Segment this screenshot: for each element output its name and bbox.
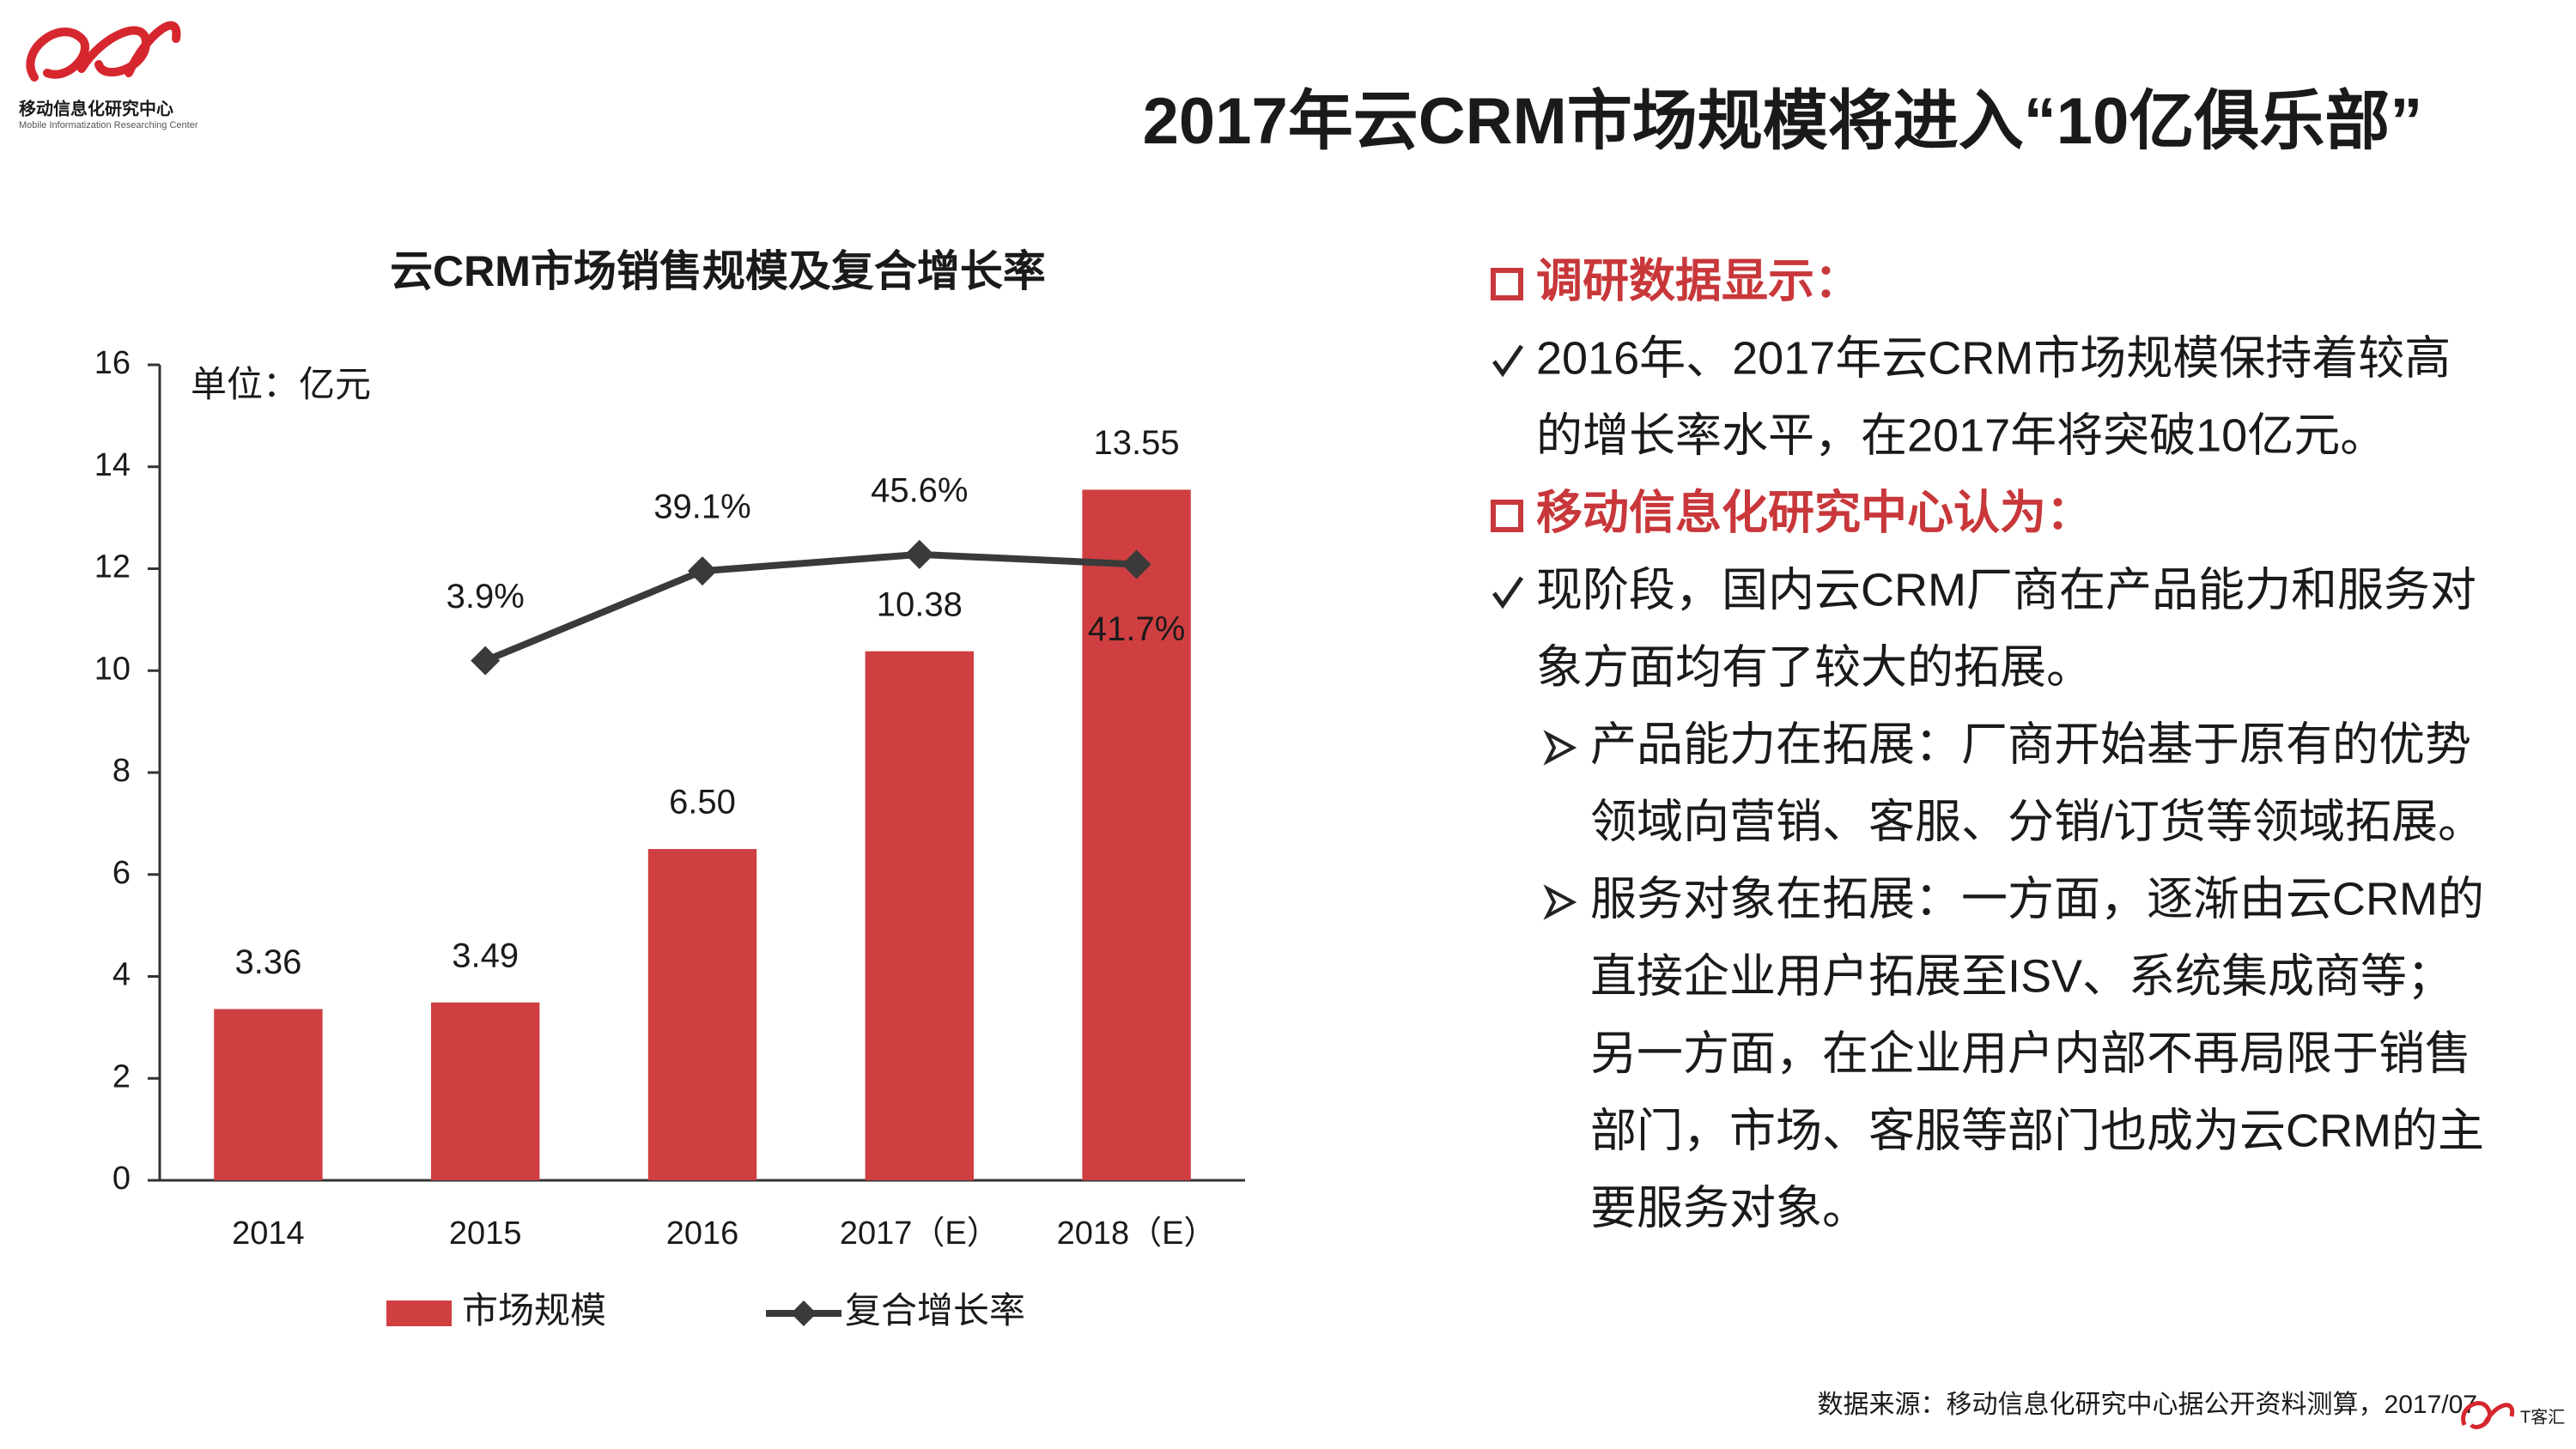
bullet-text: 2016年、2017年云CRM市场规模保持着较高 (1536, 332, 2451, 384)
y-tick-label: 8 (112, 753, 131, 789)
sub-bullet-text: 产品能力在拓展：厂商开始基于原有的优势 (1590, 718, 2471, 770)
line-marker (688, 556, 717, 586)
y-tick-label: 0 (112, 1161, 131, 1197)
brand-mark (2461, 1401, 2515, 1429)
y-tick-label: 4 (112, 957, 131, 993)
sub-bullet-text: 要服务对象。 (1590, 1182, 1868, 1234)
section-heading: 调研数据显示： (1536, 255, 1861, 306)
sub-bullet-text: 领域向营销、客服、分销/订货等领域拓展。 (1590, 796, 2484, 847)
legend-label: 市场规模 (462, 1290, 606, 1331)
line-value-label: 3.9% (447, 578, 525, 615)
legend-swatch (386, 1300, 452, 1326)
bar-value-label: 10.38 (877, 585, 963, 623)
bar (647, 849, 757, 1180)
legend-swatch (791, 1300, 817, 1326)
x-tick-label: 2018（E） (1057, 1216, 1217, 1252)
bar (214, 1009, 323, 1180)
x-tick-label: 2015 (449, 1216, 522, 1252)
bar (1082, 489, 1191, 1180)
unit-label: 单位：亿元 (191, 364, 371, 404)
y-tick-label: 12 (94, 549, 131, 585)
slide-title: 2017年云CRM市场规模将进入“10亿俱乐部” (1143, 85, 2423, 158)
x-tick-label: 2016 (666, 1216, 739, 1252)
brand-text: T客汇 (2520, 1407, 2565, 1427)
bullet-text: 的增长率水平，在2017年将突破10亿元。 (1536, 409, 2386, 461)
arrow-mark (1543, 730, 1577, 766)
logo: 移动信息化研究中心 Mobile Informatization Researc… (19, 21, 198, 130)
y-tick-label: 2 (112, 1058, 131, 1094)
y-tick-label: 10 (94, 651, 131, 687)
bar-value-label: 13.55 (1094, 424, 1180, 462)
check-mark (1492, 344, 1524, 378)
bar-value-label: 3.49 (452, 937, 519, 974)
line-marker (471, 646, 501, 676)
section-heading: 移动信息化研究中心认为： (1536, 487, 2093, 538)
bar (431, 1002, 540, 1180)
legend-label: 复合增长率 (845, 1290, 1025, 1331)
square-bullet (1491, 268, 1523, 300)
line-marker (1121, 549, 1151, 579)
bullet-text: 现阶段，国内云CRM厂商在产品能力和服务对 (1536, 564, 2476, 615)
source-note: 数据来源：移动信息化研究中心据公开资料测算，2017/07 (1818, 1391, 2477, 1419)
arrow-mark (1543, 884, 1577, 920)
sub-bullet-text: 服务对象在拓展：一方面，逐渐由云CRM的 (1590, 873, 2484, 925)
y-tick-label: 16 (94, 345, 131, 381)
y-tick-label: 14 (94, 447, 131, 483)
y-tick-label: 6 (112, 855, 131, 891)
check-mark (1492, 576, 1524, 609)
line-value-label: 41.7% (1088, 610, 1185, 648)
logo-text: 移动信息化研究中心 (19, 98, 173, 118)
sub-bullet-text: 直接企业用户拓展至ISV、系统集成商等； (1590, 950, 2453, 1002)
line-value-label: 39.1% (653, 488, 750, 526)
bar (865, 651, 974, 1180)
bar-value-label: 6.50 (669, 784, 736, 822)
sub-bullet-text: 另一方面，在企业用户内部不再局限于销售 (1590, 1028, 2471, 1079)
line-series (483, 550, 1137, 664)
x-tick-label: 2014 (232, 1216, 305, 1252)
bullet-text: 象方面均有了较大的拓展。 (1536, 641, 2093, 693)
logo-mark (26, 21, 181, 82)
square-bullet (1491, 500, 1523, 532)
line-value-label: 45.6% (871, 471, 968, 509)
chart-title: 云CRM市场销售规模及复合增长率 (390, 247, 1046, 295)
logo-subtext: Mobile Informatization Researching Cente… (19, 120, 198, 130)
line-marker (904, 539, 934, 569)
bar-value-label: 3.36 (234, 943, 301, 981)
sub-bullet-text: 部门，市场、客服等部门也成为云CRM的主 (1590, 1105, 2484, 1156)
x-tick-label: 2017（E） (840, 1216, 999, 1252)
